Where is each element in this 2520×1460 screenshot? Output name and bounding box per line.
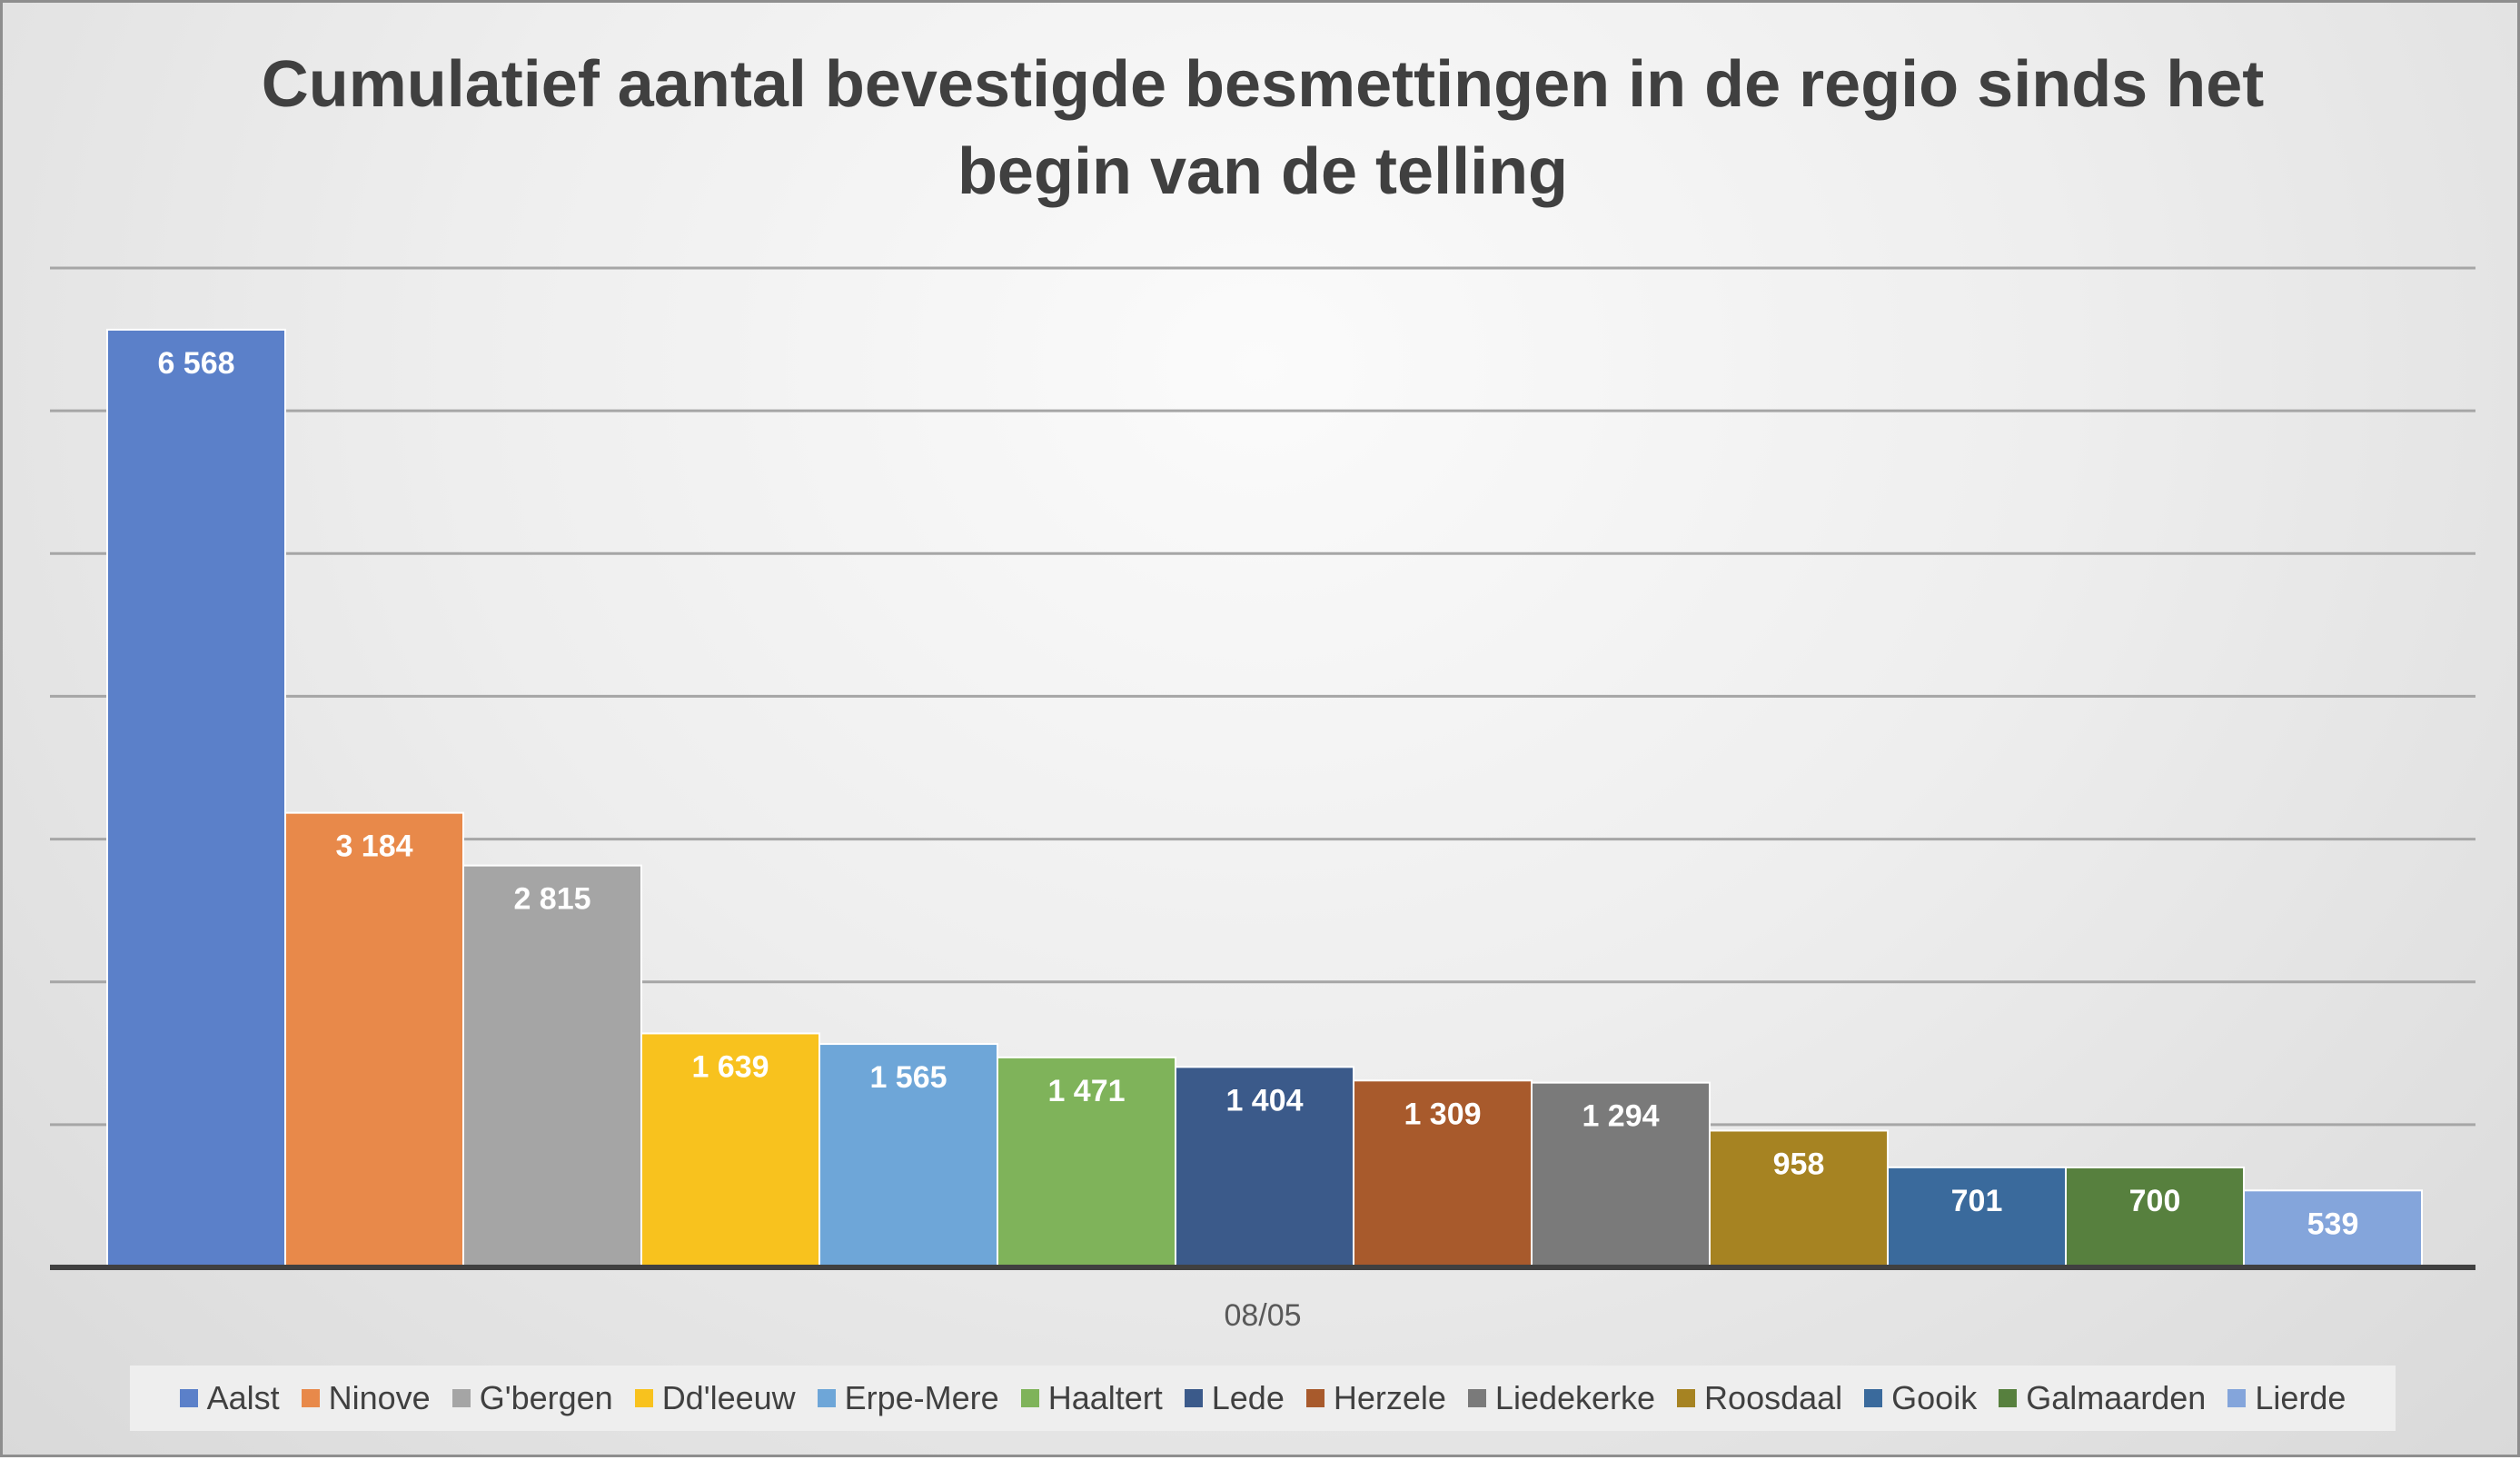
legend-label: Lede — [1211, 1379, 1285, 1416]
bar-erpe-mere — [819, 1043, 998, 1268]
data-label: 1 471 — [1047, 1074, 1125, 1108]
legend-label: Haaltert — [1047, 1379, 1163, 1416]
legend-item: Galmaarden — [1999, 1379, 2206, 1417]
legend-swatch — [1864, 1389, 1883, 1407]
plot-area: 6 568 3 184 2 815 1 639 1 565 1 471 1 404 1 309… — [50, 266, 2475, 1333]
legend-label: Herzele — [1333, 1379, 1446, 1416]
legend-label: Galmaarden — [2026, 1379, 2207, 1416]
bar-dd-leeuw — [640, 1032, 820, 1268]
bars — [106, 328, 2423, 1269]
legend-item: Haaltert — [1020, 1379, 1163, 1417]
legend-swatch — [1020, 1389, 1039, 1407]
legend-swatch — [1677, 1389, 1696, 1407]
data-label: 701 — [1951, 1184, 2003, 1218]
legend-item: G'bergen — [451, 1379, 613, 1417]
legend-item: Lede — [1184, 1379, 1285, 1417]
bar-galmaarden — [2065, 1167, 2245, 1268]
data-label: 1 565 — [869, 1060, 947, 1095]
data-label: 6 568 — [157, 346, 234, 381]
data-label: 958 — [1773, 1147, 1825, 1181]
legend: Aalst Ninove G'bergen Dd'leeuw Erpe-Mere Haal… — [130, 1366, 2396, 1431]
legend-item: Herzele — [1305, 1379, 1446, 1417]
legend-label: Ninove — [328, 1379, 431, 1416]
data-label: 700 — [2129, 1184, 2181, 1218]
legend-swatch — [1184, 1389, 1203, 1407]
legend-label: Lierde — [2255, 1379, 2346, 1416]
chart-title: Cumulatief aantal bevestigde besmettinge… — [261, 48, 2265, 208]
bar-g-bergen — [462, 864, 642, 1269]
legend-item: Ninove — [301, 1379, 431, 1417]
legend-item: Liedekerke — [1467, 1379, 1656, 1417]
legend-label: Liedekerke — [1494, 1379, 1656, 1416]
legend-item: Dd'leeuw — [634, 1379, 796, 1417]
legend-item: Gooik — [1864, 1379, 1977, 1417]
bar-herzele — [1353, 1079, 1533, 1269]
legend-label: Aalst — [206, 1379, 280, 1416]
x-axis-ticks: 08/05 — [1224, 1298, 1301, 1333]
legend-swatch — [179, 1389, 198, 1407]
data-label: 539 — [2307, 1207, 2359, 1241]
legend-label: Gooik — [1891, 1379, 1978, 1416]
bar-roosdaal — [1709, 1129, 1889, 1269]
legend-swatch — [817, 1389, 836, 1407]
legend-item: Roosdaal — [1677, 1379, 1842, 1417]
legend-label: G'bergen — [479, 1379, 613, 1416]
legend-item: Erpe-Mere — [817, 1379, 999, 1417]
data-label: 1 309 — [1404, 1097, 1481, 1131]
legend-swatch — [2227, 1389, 2247, 1407]
bar-aalst — [106, 328, 286, 1268]
bar-ninove — [284, 811, 464, 1269]
legend-swatch — [1467, 1389, 1486, 1407]
legend-swatch — [1305, 1389, 1324, 1407]
data-label: 1 404 — [1225, 1083, 1303, 1117]
legend-swatch — [1999, 1389, 2018, 1407]
legend-swatch — [634, 1389, 653, 1407]
legend-swatch — [301, 1389, 320, 1407]
legend-label: Dd'leeuw — [661, 1379, 796, 1416]
legend-item: Lierde — [2227, 1379, 2346, 1417]
legend-label: Erpe-Mere — [844, 1379, 999, 1416]
data-label: 3 184 — [335, 829, 412, 864]
data-labels: 6 568 3 184 2 815 1 639 1 565 1 471 1 404 1 309… — [157, 346, 2358, 1241]
data-label: 1 294 — [1582, 1099, 1659, 1134]
legend-item: Aalst — [179, 1379, 280, 1417]
legend-swatch — [451, 1389, 471, 1407]
legend-label: Roosdaal — [1704, 1379, 1843, 1416]
data-label: 1 639 — [691, 1049, 769, 1084]
data-label: 2 815 — [513, 882, 590, 917]
x-tick-label: 08/05 — [1224, 1298, 1301, 1333]
bar-haaltert — [997, 1056, 1176, 1269]
